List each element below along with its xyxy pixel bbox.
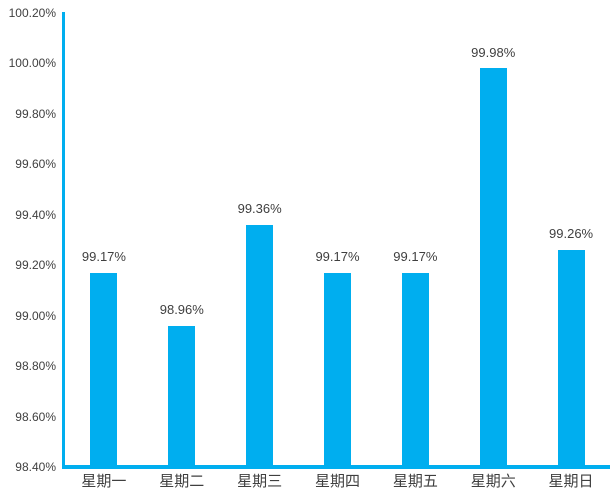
data-label: 99.17% <box>81 248 126 264</box>
x-axis-label: 星期五 <box>392 473 438 490</box>
y-axis-tick-label: 98.80% <box>15 359 56 374</box>
y-axis-tick-label: 98.60% <box>15 409 56 424</box>
data-label: 99.36% <box>237 200 282 216</box>
y-axis-tick-label: 99.00% <box>15 308 56 323</box>
y-axis-tick-label: 98.40% <box>15 460 56 474</box>
y-axis-line <box>62 12 65 469</box>
y-axis-tick-label: 100.20% <box>8 6 56 20</box>
data-label: 99.26% <box>549 226 594 242</box>
bar-星期五 <box>401 272 429 469</box>
x-axis-label: 星期日 <box>548 473 594 490</box>
y-axis-tick-label: 99.40% <box>15 207 56 222</box>
data-label: 99.17% <box>393 248 438 264</box>
y-axis-tick-label: 99.80% <box>15 106 56 121</box>
bar-星期三 <box>246 224 274 469</box>
y-axis-tick-label: 99.20% <box>15 258 56 273</box>
bar-星期一 <box>90 272 118 469</box>
bar-星期六 <box>479 68 507 469</box>
y-axis-tick-label: 100.00% <box>8 56 56 71</box>
data-label: 98.96% <box>159 301 204 317</box>
bar-星期四 <box>324 272 351 469</box>
x-axis-label: 星期四 <box>314 473 361 490</box>
data-label: 99.98% <box>471 44 516 60</box>
y-axis-tick-label: 99.60% <box>15 157 56 172</box>
x-axis-label: 星期六 <box>470 473 516 490</box>
x-axis-label: 星期一 <box>81 473 127 490</box>
x-axis-label: 星期二 <box>159 473 205 490</box>
x-axis-label: 星期三 <box>237 473 283 490</box>
bar-星期日 <box>557 250 585 469</box>
data-label: 99.17% <box>315 248 360 264</box>
bar-星期二 <box>168 325 196 469</box>
